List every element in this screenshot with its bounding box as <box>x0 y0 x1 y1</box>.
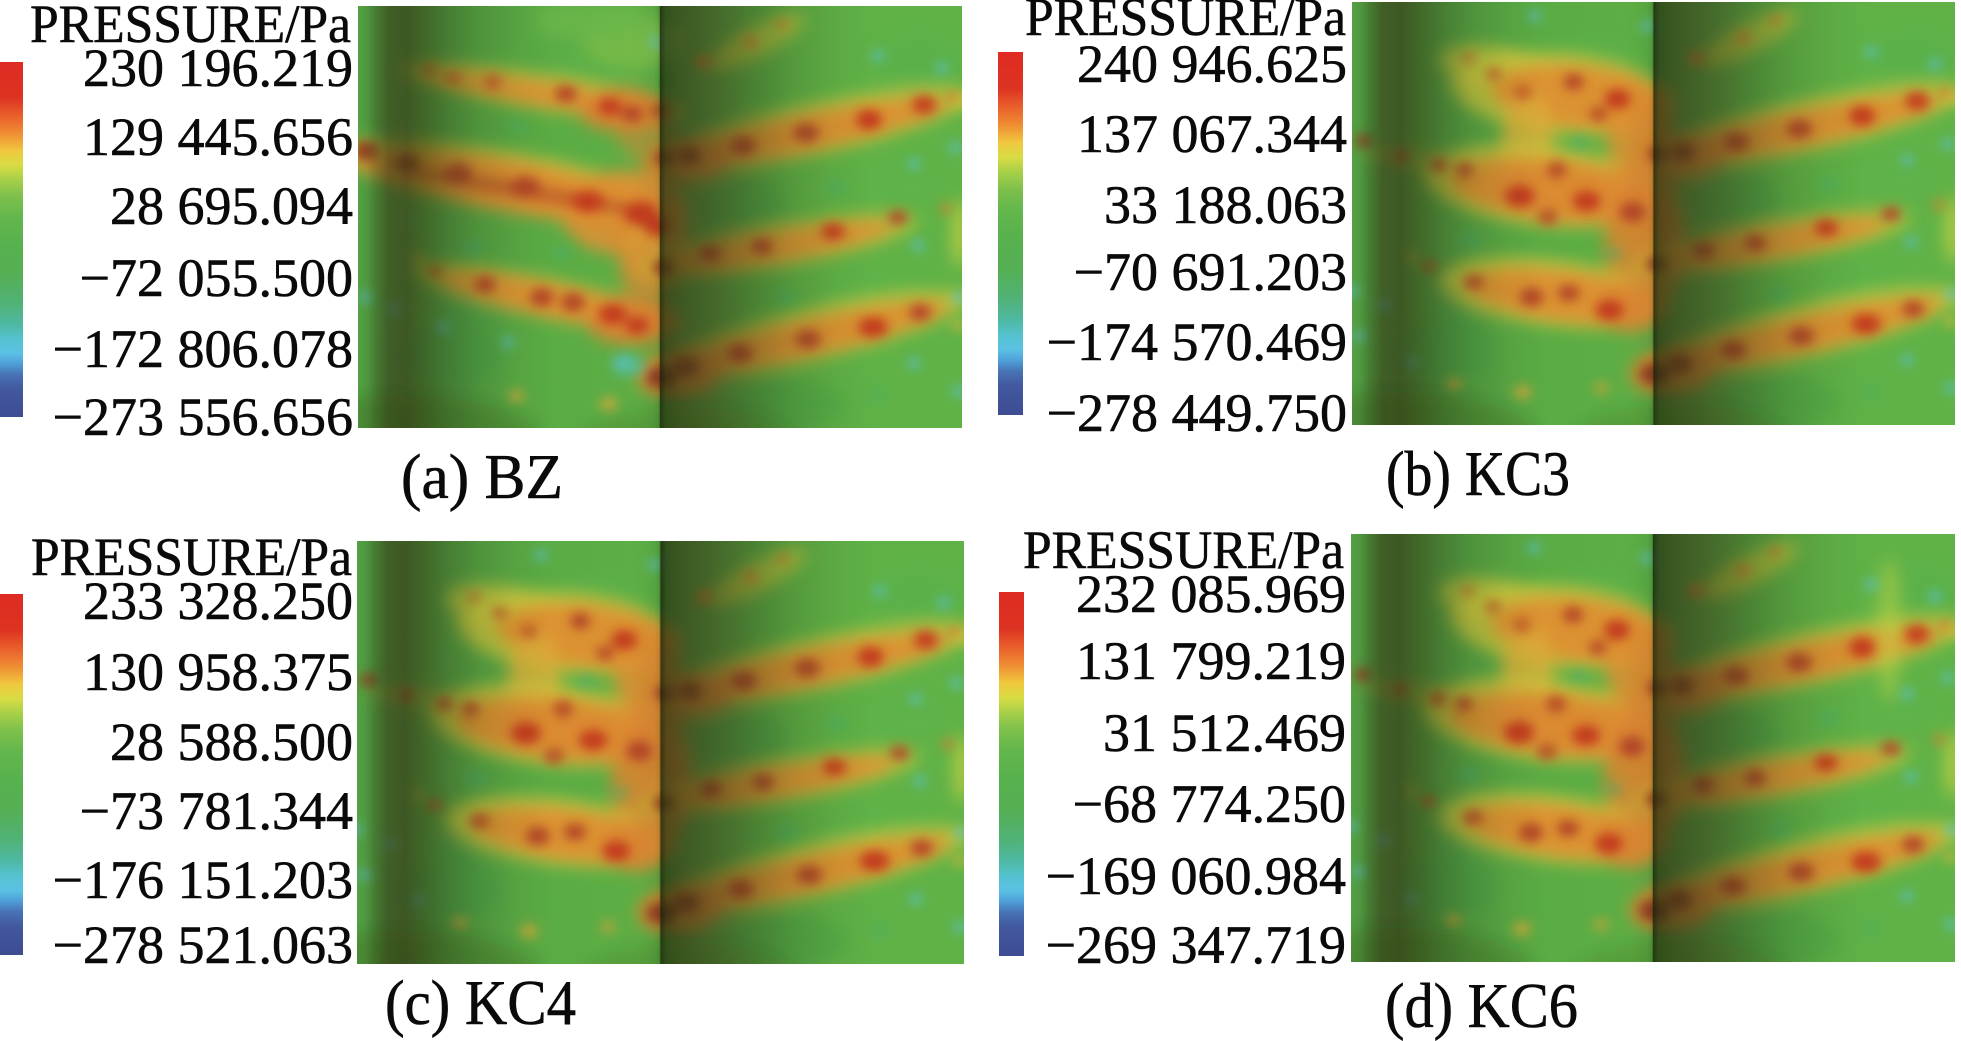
svg-text:−68 774.250: −68 774.250 <box>1073 774 1346 834</box>
svg-text:(d) KC6: (d) KC6 <box>1385 971 1578 1041</box>
svg-text:(b) KC3: (b) KC3 <box>1386 439 1570 509</box>
svg-text:28 695.094: 28 695.094 <box>110 176 353 236</box>
svg-text:33 188.063: 33 188.063 <box>1104 175 1347 235</box>
svg-text:−269 347.719: −269 347.719 <box>1046 915 1346 975</box>
svg-text:28 588.500: 28 588.500 <box>110 712 353 772</box>
svg-text:230 196.219: 230 196.219 <box>83 38 353 98</box>
svg-text:240 946.625: 240 946.625 <box>1077 34 1347 94</box>
svg-text:−176 151.203: −176 151.203 <box>53 850 353 910</box>
svg-text:(a) BZ: (a) BZ <box>401 442 563 512</box>
svg-text:−72 055.500: −72 055.500 <box>80 248 353 308</box>
svg-text:−278 449.750: −278 449.750 <box>1047 383 1347 443</box>
svg-text:PRESSURE/Pa: PRESSURE/Pa <box>1025 0 1346 47</box>
svg-text:(c) KC4: (c) KC4 <box>385 968 576 1038</box>
svg-text:233 328.250: 233 328.250 <box>83 571 353 631</box>
svg-text:PRESSURE/Pa: PRESSURE/Pa <box>30 0 351 54</box>
svg-text:130 958.375: 130 958.375 <box>83 642 353 702</box>
svg-text:232 085.969: 232 085.969 <box>1076 564 1346 624</box>
svg-text:−278 521.063: −278 521.063 <box>53 915 353 975</box>
svg-text:−73 781.344: −73 781.344 <box>80 781 353 841</box>
svg-text:129 445.656: 129 445.656 <box>83 107 353 167</box>
svg-text:−172 806.078: −172 806.078 <box>53 319 353 379</box>
svg-text:131 799.219: 131 799.219 <box>1076 631 1346 691</box>
svg-text:−169 060.984: −169 060.984 <box>1046 846 1346 906</box>
svg-text:−174 570.469: −174 570.469 <box>1047 312 1347 372</box>
svg-text:PRESSURE/Pa: PRESSURE/Pa <box>31 527 352 587</box>
svg-text:−273 556.656: −273 556.656 <box>53 387 353 447</box>
svg-text:PRESSURE/Pa: PRESSURE/Pa <box>1023 520 1344 580</box>
svg-text:31 512.469: 31 512.469 <box>1103 703 1346 763</box>
svg-text:−70 691.203: −70 691.203 <box>1074 242 1347 302</box>
svg-text:137 067.344: 137 067.344 <box>1077 104 1347 164</box>
